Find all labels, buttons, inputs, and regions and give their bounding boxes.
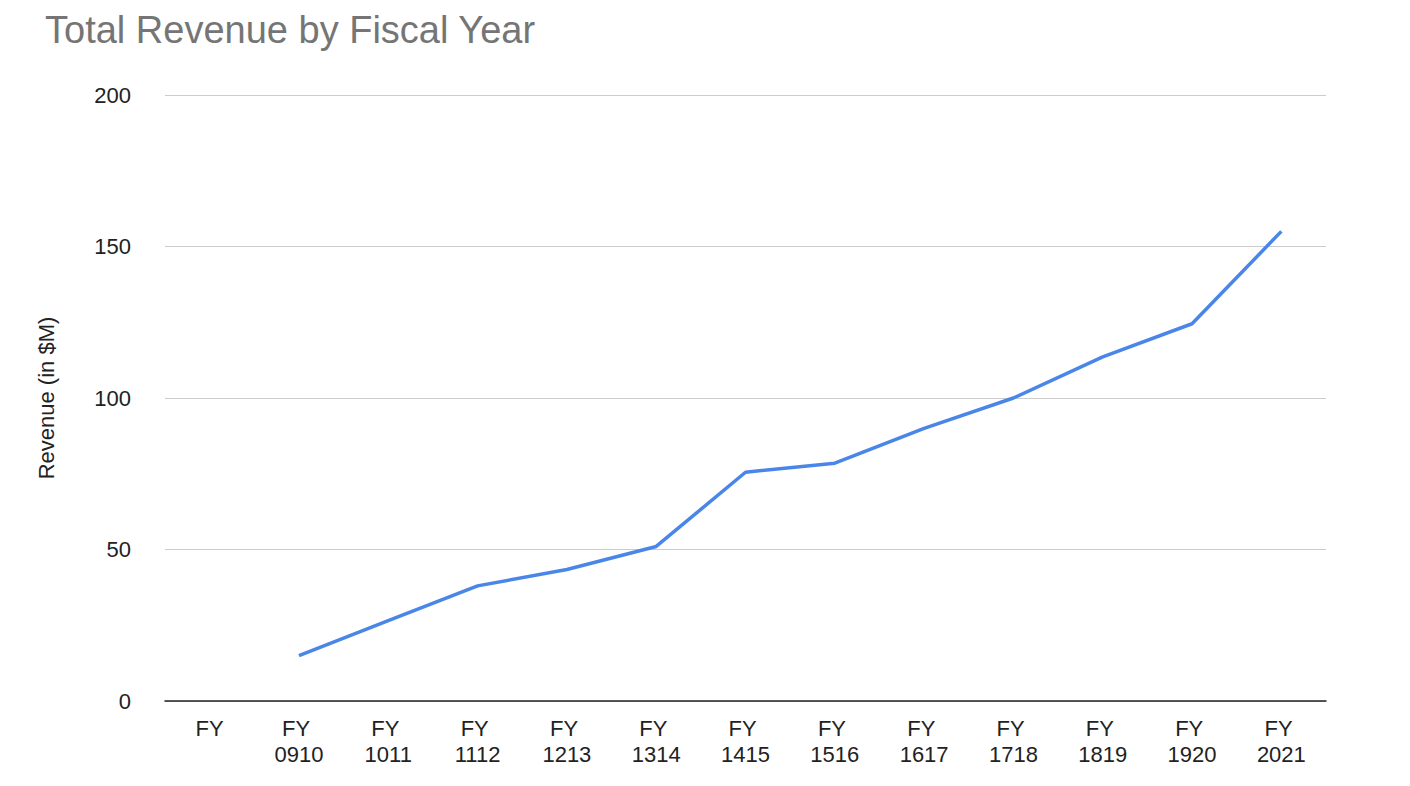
svg-text:1617: 1617: [900, 742, 949, 767]
svg-text:1819: 1819: [1078, 742, 1127, 767]
svg-text:1920: 1920: [1168, 742, 1217, 767]
svg-text:150: 150: [94, 234, 131, 259]
svg-text:2021: 2021: [1257, 742, 1306, 767]
svg-text:100: 100: [94, 386, 131, 411]
svg-text:FY: FY: [371, 716, 405, 741]
svg-text:1112: 1112: [455, 742, 501, 767]
svg-text:1718: 1718: [989, 742, 1038, 767]
svg-text:0910: 0910: [274, 742, 323, 767]
svg-text:FY: FY: [196, 716, 224, 741]
svg-text:FY: FY: [818, 716, 852, 741]
svg-text:Total Revenue by Fiscal Year: Total Revenue by Fiscal Year: [45, 9, 535, 51]
svg-text:1516: 1516: [810, 742, 859, 767]
svg-text:FY: FY: [639, 716, 673, 741]
svg-text:1415: 1415: [721, 742, 770, 767]
svg-text:200: 200: [94, 83, 131, 108]
svg-text:FY: FY: [282, 716, 316, 741]
svg-text:1314: 1314: [632, 742, 681, 767]
svg-text:FY: FY: [461, 716, 495, 741]
svg-text:FY: FY: [1264, 716, 1298, 741]
svg-text:FY: FY: [550, 716, 584, 741]
svg-text:FY: FY: [729, 716, 763, 741]
svg-text:Revenue (in $M): Revenue (in $M): [34, 317, 59, 480]
svg-text:FY: FY: [1175, 716, 1209, 741]
svg-text:FY: FY: [907, 716, 941, 741]
svg-text:1011: 1011: [365, 742, 412, 767]
svg-text:50: 50: [107, 537, 131, 562]
svg-text:1213: 1213: [542, 742, 591, 767]
svg-text:0: 0: [119, 689, 131, 714]
svg-text:FY: FY: [997, 716, 1031, 741]
svg-text:FY: FY: [1086, 716, 1120, 741]
